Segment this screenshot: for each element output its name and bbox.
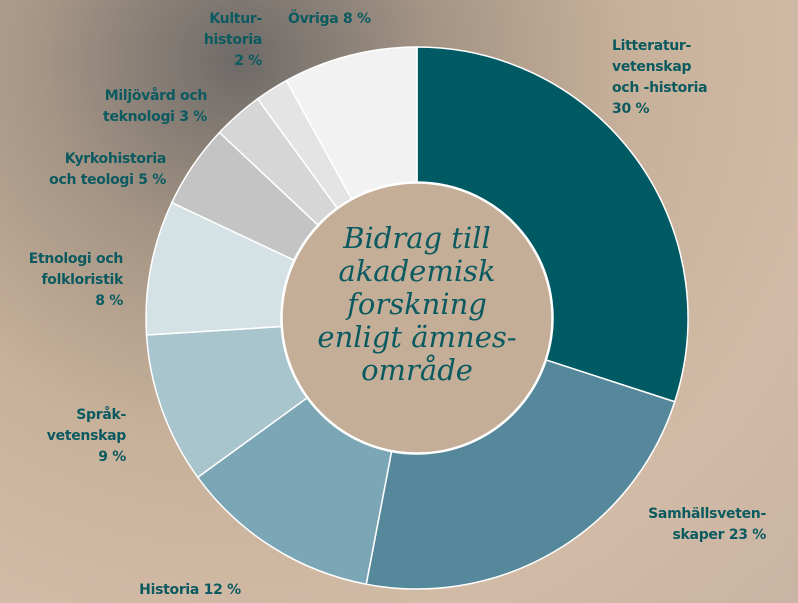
category-label: Etnologi och folkloristik (28, 251, 124, 288)
segment-label: Språk- vetenskap 9 % (46, 405, 127, 468)
value-label: 12 % (203, 582, 241, 598)
segment-label: Övriga 8 % (288, 9, 371, 30)
category-label: Språk- vetenskap (46, 407, 127, 444)
chart-title: Bidrag till akademisk forskning enligt ä… (317, 221, 517, 387)
value-label: 8 % (342, 11, 371, 27)
value-label: 30 % (612, 101, 650, 117)
donut-hole (281, 182, 553, 454)
category-label: Kyrkohistoria och teologi (49, 151, 166, 188)
segment-label: Samhällsveten- skaper 23 % (648, 504, 766, 546)
category-label: Samhällsveten- skaper (648, 506, 766, 543)
category-label: Litteratur- vetenskap och -historia (612, 38, 708, 96)
value-label: 23 % (728, 527, 766, 543)
donut-segment (285, 46, 418, 200)
segment-label: Litteratur- vetenskap och -historia 30 % (612, 36, 708, 120)
donut-segment (416, 46, 689, 403)
segment-label: Historia 12 % (90, 580, 290, 601)
value-label: 5 % (138, 172, 166, 188)
segment-label: Kyrkohistoria och teologi 5 % (49, 149, 166, 191)
value-label: 2 % (234, 53, 262, 69)
category-label: Miljövård och teknologi (103, 88, 207, 125)
category-label: Övriga (288, 11, 339, 27)
value-label: 3 % (179, 109, 207, 125)
segment-label: Miljövård och teknologi 3 % (103, 86, 207, 128)
value-label: 8 % (95, 293, 123, 309)
donut-segment (365, 359, 676, 590)
segment-label: Etnologi och folkloristik 8 % (28, 249, 124, 312)
segment-label: Kultur- historia 2 % (204, 9, 262, 72)
category-label: Historia (139, 582, 200, 598)
category-label: Kultur- historia (203, 11, 262, 48)
value-label: 9 % (98, 449, 126, 465)
